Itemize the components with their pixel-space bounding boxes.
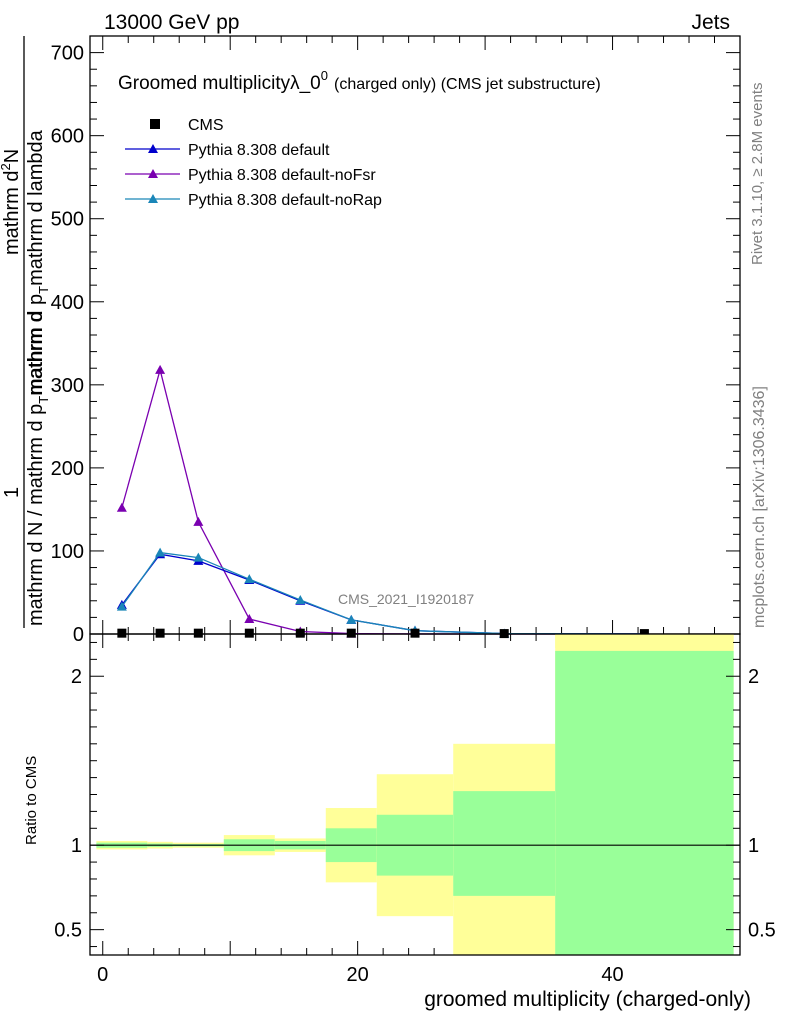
cms-data-point [117, 628, 127, 638]
cms-data-point [193, 628, 203, 638]
header-process: 13000 GeV pp [104, 11, 239, 34]
cms-data-point [410, 628, 420, 638]
y-tick-label: 500 [51, 209, 84, 231]
header-category: Jets [691, 11, 730, 34]
series-marker [244, 614, 255, 624]
x-axis-label: groomed multiplicity (charged-only) [424, 988, 751, 1011]
series-marker [295, 594, 306, 604]
cms-data-point [295, 628, 305, 638]
legend-label: Pythia 8.308 default [188, 142, 330, 159]
series-marker [244, 574, 255, 584]
legend-marker [148, 194, 158, 203]
ratio-y-tick-label: 1 [71, 835, 82, 857]
y-tick-label: 700 [51, 43, 84, 65]
y-tick-label: 400 [51, 292, 84, 314]
y-tick-label: 100 [51, 541, 84, 563]
chart-title: Groomed multiplicityλ_00 (charged only) (… [118, 68, 601, 94]
legend-label: CMS [188, 117, 224, 134]
series-marker [155, 547, 166, 557]
chart-title-main: Groomed multiplicityλ_0 [118, 73, 321, 94]
ratio-band-overflow [555, 634, 734, 648]
legend: CMS Pythia 8.308 default Pythia 8.308 defa… [125, 117, 382, 209]
ratio-y-tick-label-right: 0.5 [748, 920, 776, 942]
ratio-y-label: Ratio to CMS [23, 756, 40, 845]
legend-marker [148, 144, 158, 153]
y-tick-label: 600 [51, 126, 84, 148]
chart-title-sup: 0 [321, 68, 328, 83]
series-marker [193, 552, 204, 562]
y-tick-label: 300 [51, 375, 84, 397]
x-tick-label: 0 [97, 964, 108, 986]
rivet-label: Rivet 3.1.10, ≥ 2.8M events [749, 83, 766, 266]
analysis-watermark: CMS_2021_I1920187 [338, 591, 474, 607]
cms-data-point [155, 628, 165, 638]
ylabel-den1: mathrm d N / mathrm d pTmathrm d [25, 311, 51, 626]
ylabel-num2: mathrm d2N [0, 149, 23, 255]
cms-data-point [346, 628, 356, 638]
mcplots-label: mcplots.cern.ch [arXiv:1306.3436] [751, 386, 768, 628]
ylabel-den2: mathrm d pTmathrm d lambda [25, 129, 51, 395]
ratio-y-tick-label: 0.5 [54, 920, 82, 942]
legend-label: Pythia 8.308 default-noFsr [188, 167, 376, 184]
series-marker [116, 601, 127, 611]
x-tick-label: 20 [347, 964, 369, 986]
y-tick-label: 0 [73, 624, 84, 646]
ratio-y-tick-label-right: 1 [748, 835, 759, 857]
chart-title-suffix: (charged only) (CMS jet substructure) [334, 76, 601, 93]
x-tick-label: 40 [601, 964, 623, 986]
ratio-y-tick-label: 2 [71, 666, 82, 688]
ratio-band-inner [555, 650, 734, 955]
series-marker [116, 502, 127, 512]
ratio-y-tick-label-right: 2 [748, 666, 759, 688]
series-marker [193, 516, 204, 526]
ratio-band-inner [453, 791, 556, 896]
legend-marker-cms [150, 119, 160, 129]
legend-marker [148, 169, 158, 178]
series-marker [155, 364, 166, 374]
main-y-label: 1 mathrm d N / mathrm d pTmathrm d mathr… [0, 36, 51, 628]
ratio-panel: 0 20 40 0.5 0.5 1 1 2 2 [54, 633, 776, 986]
legend-label: Pythia 8.308 default-noRap [188, 192, 382, 209]
y-tick-label: 200 [51, 458, 84, 480]
series-marker [346, 614, 357, 624]
ylabel-num1: 1 [1, 487, 23, 498]
cms-data-point [244, 628, 254, 638]
